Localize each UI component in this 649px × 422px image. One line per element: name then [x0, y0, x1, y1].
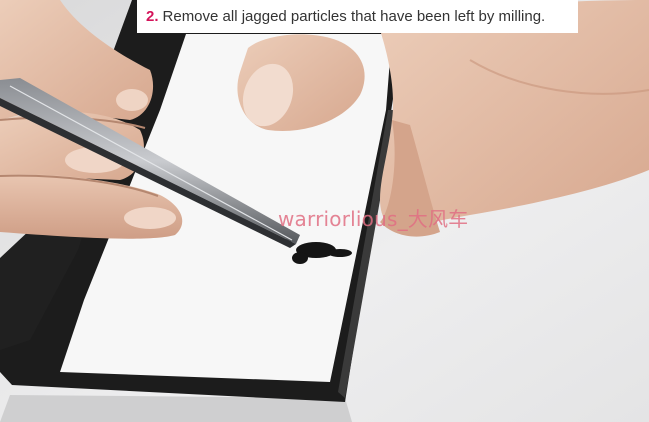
tweezers [0, 78, 300, 248]
step-number: 2. [146, 8, 159, 25]
watermark-text: warriorlious_大风车 [278, 207, 469, 231]
caption-text: Remove all jagged particles that have be… [162, 8, 546, 25]
right-hand [237, 0, 649, 237]
caption-bar: 2. Remove all jagged particles that have… [137, 0, 578, 33]
left-hand [0, 0, 183, 239]
debris [286, 234, 352, 264]
thumbnail [242, 63, 294, 127]
board-shadow [0, 395, 352, 422]
